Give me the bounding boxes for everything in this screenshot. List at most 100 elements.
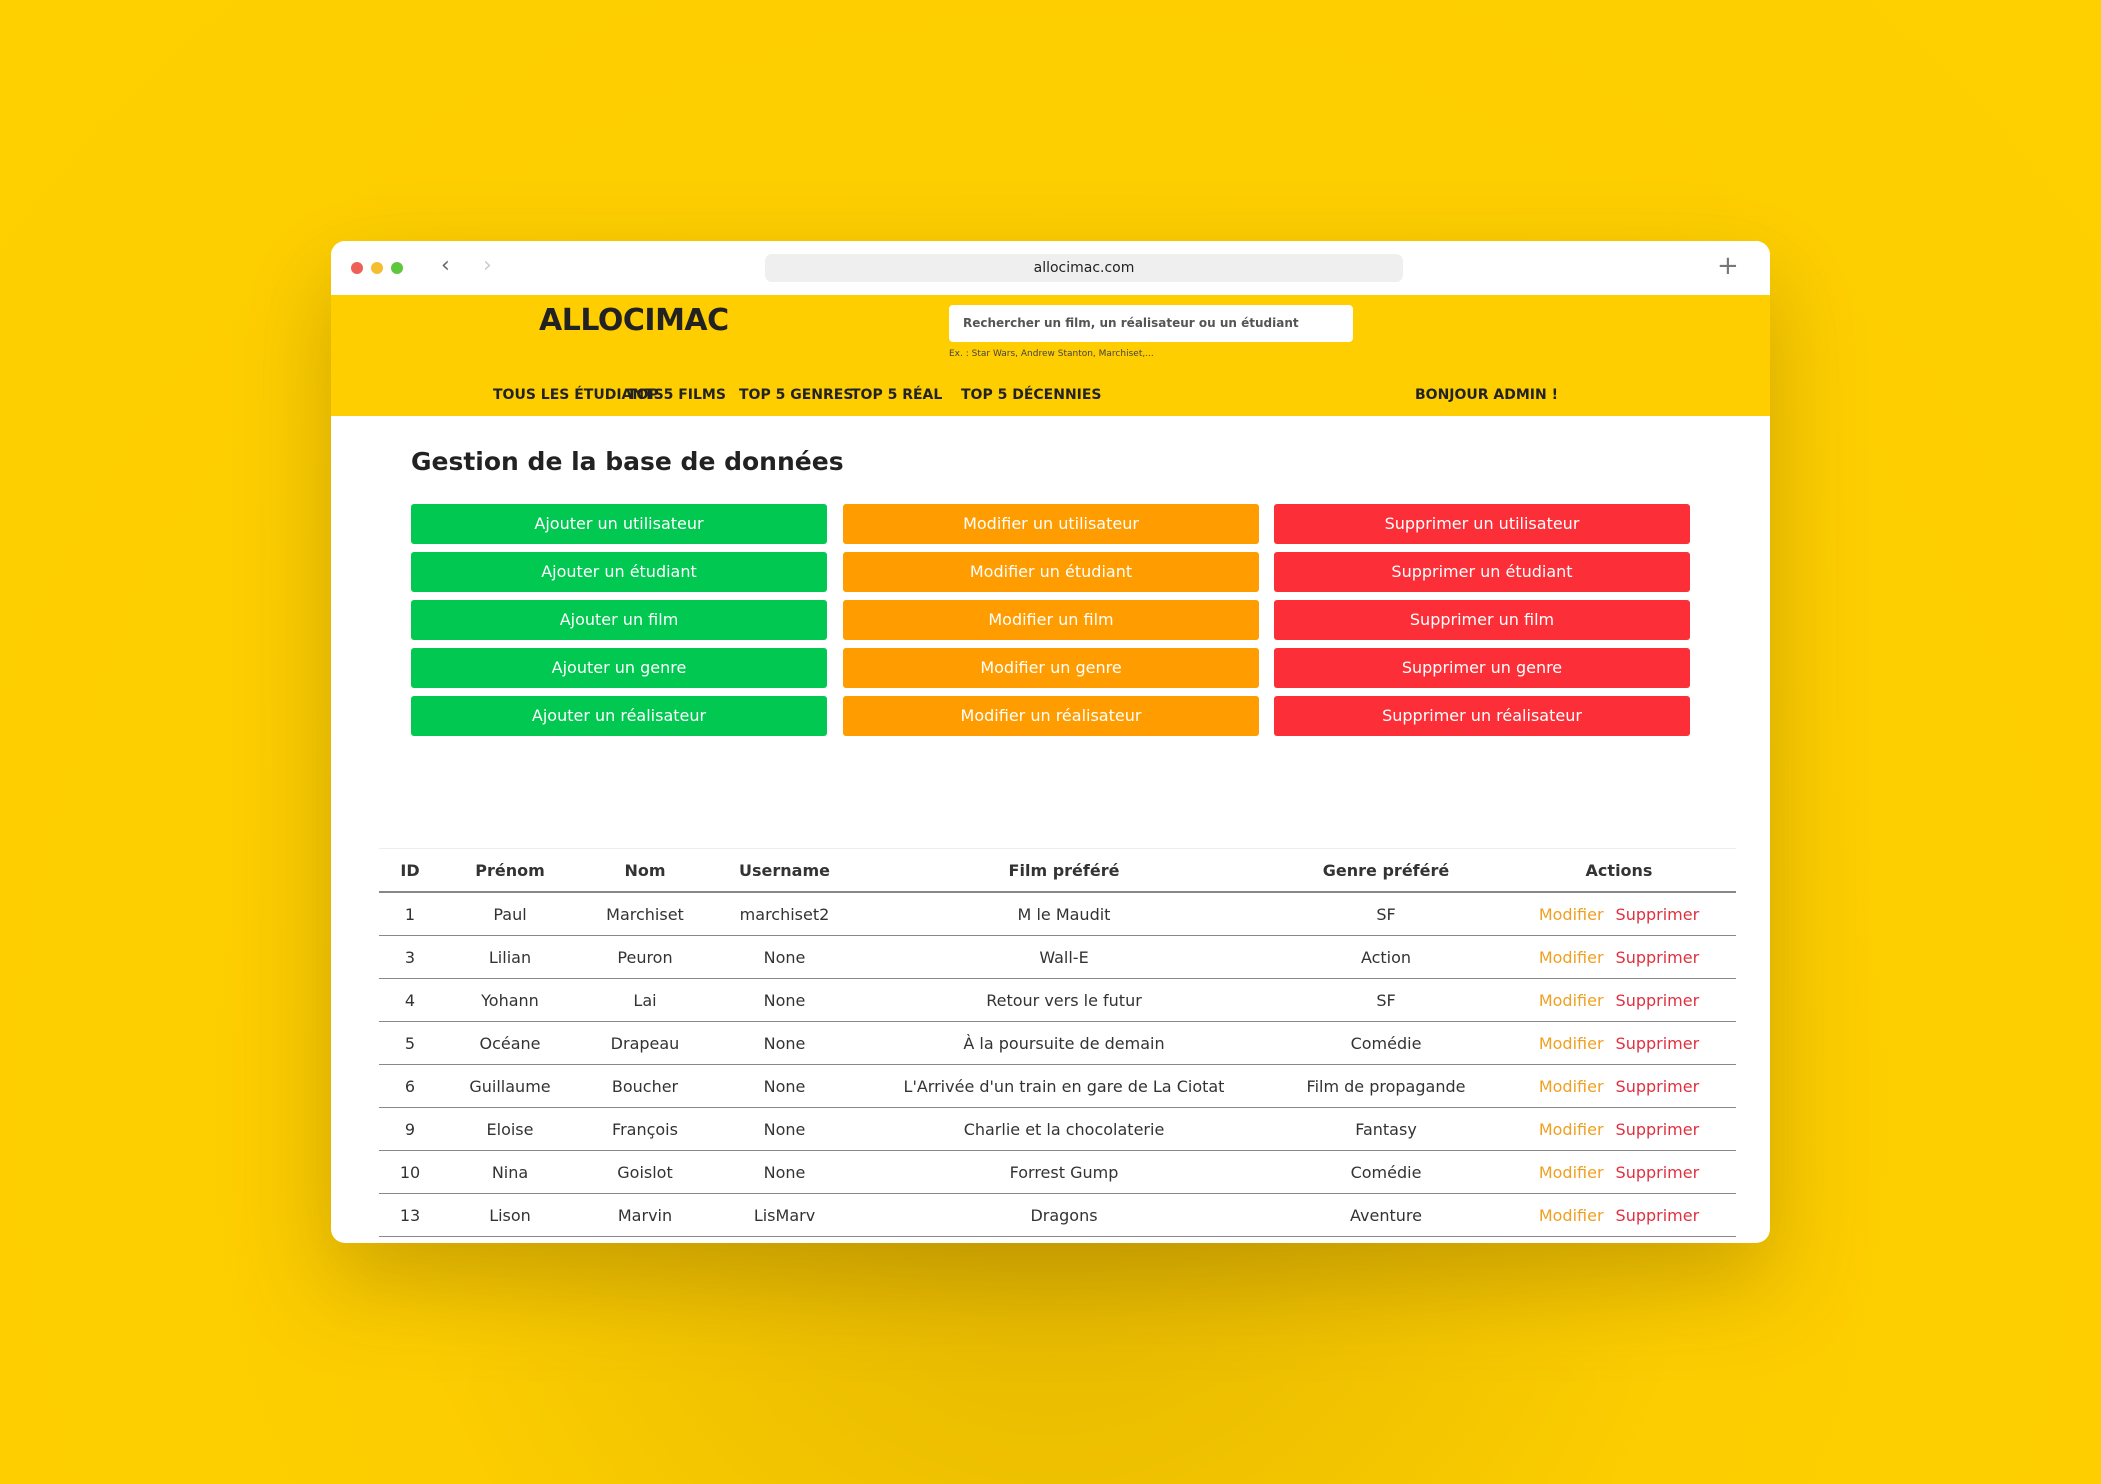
delete-link[interactable]: Supprimer (1615, 947, 1700, 967)
cell: Marvin (579, 1193, 711, 1237)
cell: SF (1270, 892, 1502, 936)
cell: Yohann (441, 978, 579, 1022)
edit-link[interactable]: Modifier (1538, 1119, 1604, 1139)
actions-cell: Modifier Supprimer (1502, 1193, 1736, 1237)
table-row: 4 Yohann Lai None Retour vers le futur SF Modi… (379, 978, 1736, 1022)
cell: None (711, 1064, 858, 1108)
cell: 20 (379, 1236, 441, 1243)
cell: Lai (579, 978, 711, 1022)
table-row: 1 Paul Marchiset marchiset2 M le Maudit SF Mod… (379, 892, 1736, 936)
nav-link[interactable]: TOP 5 RÉAL (851, 387, 943, 403)
cell: Wall-E (858, 935, 1270, 979)
edit-link[interactable]: Modifier (1538, 990, 1604, 1010)
delete-link[interactable]: Supprimer (1615, 1119, 1700, 1139)
cell: L'Arrivée d'un train en gare de La Ciota… (858, 1064, 1270, 1108)
cell: Lison (441, 1193, 579, 1237)
cell: marchiset2 (711, 892, 858, 936)
column-header: Username (711, 848, 858, 893)
nav-link[interactable]: TOP 5 GENRES (739, 387, 854, 403)
admin-button[interactable]: Modifier un réalisateur (843, 696, 1259, 736)
admin-button[interactable]: Supprimer un film (1274, 600, 1690, 640)
admin-button[interactable]: Modifier un genre (843, 648, 1259, 688)
cell: 5 (379, 1021, 441, 1065)
edit-link[interactable]: Modifier (1538, 1033, 1604, 1053)
close[interactable] (351, 262, 363, 274)
cell: Cherrier (579, 1236, 711, 1243)
column-header: Actions (1502, 848, 1736, 893)
admin-button[interactable]: Modifier un utilisateur (843, 504, 1259, 544)
cell: 10 (379, 1150, 441, 1194)
new-tab[interactable]: + (1717, 251, 1739, 281)
column-header: Film préféré (858, 848, 1270, 893)
delete-link[interactable]: Supprimer (1615, 1162, 1700, 1182)
cell: À la poursuite de demain (858, 1021, 1270, 1065)
cell: Eloise (441, 1107, 579, 1151)
cell: None (711, 935, 858, 979)
delete-link[interactable]: Supprimer (1615, 1033, 1700, 1053)
cell: None (711, 978, 858, 1022)
back[interactable]: ‹ (441, 253, 450, 278)
cell: Marchiset (579, 892, 711, 936)
cell: 1 (379, 892, 441, 936)
cell: Goislot (579, 1150, 711, 1194)
delete-link[interactable]: Supprimer (1615, 1076, 1700, 1096)
cell: Paul (441, 892, 579, 936)
edit-link[interactable]: Modifier (1538, 947, 1604, 967)
cell: Boucher (579, 1064, 711, 1108)
admin-button[interactable]: Ajouter un film (411, 600, 827, 640)
admin-button[interactable]: Ajouter un étudiant (411, 552, 827, 592)
url-bar[interactable]: allocimac.com (765, 254, 1403, 282)
cell: Film de propagande (1270, 1236, 1502, 1243)
admin-button[interactable]: Modifier un étudiant (843, 552, 1259, 592)
edit-link[interactable]: Modifier (1538, 1205, 1604, 1225)
table-row: 13 Lison Marvin LisMarv Dragons Aventure Modif… (379, 1193, 1736, 1237)
cell: Nina (441, 1150, 579, 1194)
admin-button[interactable]: Ajouter un genre (411, 648, 827, 688)
cell: Action (1270, 935, 1502, 979)
actions-cell: Modifier Supprimer (1502, 892, 1736, 936)
column-header: Prénom (441, 848, 579, 893)
delete-link[interactable]: Supprimer (1615, 904, 1700, 924)
minimize[interactable] (371, 262, 383, 274)
maximize[interactable] (391, 262, 403, 274)
cell: François (579, 1107, 711, 1151)
search-box[interactable]: Rechercher un film, un réalisateur ou un… (949, 305, 1353, 342)
cell: Dragons (858, 1193, 1270, 1237)
cell: Drapeau (579, 1021, 711, 1065)
delete-link[interactable]: Supprimer (1615, 990, 1700, 1010)
cell: Fantasy (1270, 1107, 1502, 1151)
cell: Comédie (1270, 1021, 1502, 1065)
nav-link[interactable]: TOUS LES ÉTUDIANTS (493, 387, 664, 403)
admin-button[interactable]: Ajouter un utilisateur (411, 504, 827, 544)
cell: Forrest Gump (858, 1150, 1270, 1194)
forward: › (483, 253, 492, 278)
admin-button[interactable]: Modifier un film (843, 600, 1259, 640)
cell: SF (1270, 978, 1502, 1022)
admin-button[interactable]: Supprimer un utilisateur (1274, 504, 1690, 544)
edit-link[interactable]: Modifier (1538, 904, 1604, 924)
admin-button[interactable]: Supprimer un réalisateur (1274, 696, 1690, 736)
table-row: 9 Eloise François None Charlie et la chocola… (379, 1107, 1736, 1151)
table-row: 20SylvainCherrierNoneL'armée des 12 sing… (379, 1236, 1736, 1243)
logo[interactable]: ALLOCIMAC (539, 303, 729, 338)
admin-button[interactable]: Ajouter un réalisateur (411, 696, 827, 736)
admin-button[interactable]: Supprimer un genre (1274, 648, 1690, 688)
delete-link[interactable]: Supprimer (1615, 1205, 1700, 1225)
nav-link[interactable]: TOP 5 DÉCENNIES (961, 387, 1102, 403)
admin-button[interactable]: Supprimer un étudiant (1274, 552, 1690, 592)
edit-link[interactable]: Modifier (1538, 1162, 1604, 1182)
cell: 4 (379, 978, 441, 1022)
cell: Retour vers le futur (858, 978, 1270, 1022)
cell: Guillaume (441, 1064, 579, 1108)
table-row: 5 Océane Drapeau None À la poursuite de dema… (379, 1021, 1736, 1065)
column-header: ID (379, 848, 441, 893)
nav-link[interactable]: TOP 5 FILMS (627, 387, 726, 403)
browser-window: ‹ › allocimac.com + ALLOCIMAC Rechercher… (331, 241, 1770, 1243)
cell: None (711, 1107, 858, 1151)
cell: 3 (379, 935, 441, 979)
cell: 6 (379, 1064, 441, 1108)
cell: None (711, 1150, 858, 1194)
edit-link[interactable]: Modifier (1538, 1076, 1604, 1096)
greeting[interactable]: BONJOUR ADMIN ! (1415, 387, 1558, 403)
